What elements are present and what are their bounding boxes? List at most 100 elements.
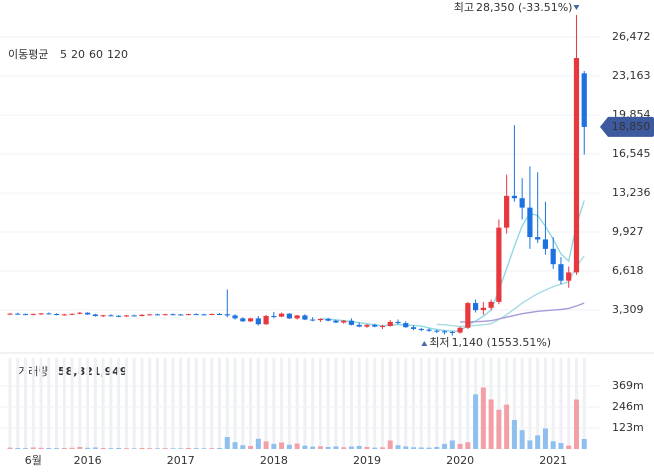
candle-body bbox=[286, 313, 292, 319]
volume-bar bbox=[240, 445, 246, 449]
volume-bar bbox=[535, 435, 541, 449]
candle-body bbox=[441, 331, 448, 333]
volume-bar bbox=[147, 448, 153, 449]
candle-body bbox=[535, 237, 541, 240]
volume-bar bbox=[38, 447, 44, 449]
x-tick-label: 6월 bbox=[25, 454, 42, 467]
candle-body bbox=[38, 313, 44, 315]
current-price-label: 18,850 bbox=[612, 120, 651, 133]
candle-body bbox=[255, 318, 261, 325]
candle-body bbox=[201, 314, 207, 316]
volume-bar bbox=[116, 447, 122, 449]
volume-bar bbox=[302, 445, 308, 449]
y-tick-label: 16,545 bbox=[612, 147, 651, 160]
volume-bar bbox=[511, 419, 517, 449]
candle-body bbox=[356, 324, 362, 327]
y-tick-label: 13,236 bbox=[612, 186, 651, 199]
candle-body bbox=[232, 315, 238, 319]
candle-body bbox=[488, 301, 494, 308]
volume-tick-label: 123m bbox=[612, 421, 644, 434]
candle-body bbox=[581, 73, 587, 127]
candle-body bbox=[410, 327, 417, 329]
volume-bar bbox=[356, 445, 362, 449]
candle-body bbox=[558, 264, 564, 281]
candle-body bbox=[310, 319, 316, 321]
candle-body bbox=[209, 314, 215, 316]
volume-bar bbox=[341, 447, 347, 449]
volume-bar bbox=[248, 445, 254, 449]
current-price-tag bbox=[600, 116, 654, 137]
candle-body bbox=[473, 303, 479, 311]
volume-bar bbox=[550, 441, 556, 449]
volume-bar bbox=[348, 446, 354, 449]
volume-bar bbox=[310, 446, 316, 449]
volume-bar bbox=[23, 448, 29, 449]
volume-bar bbox=[573, 399, 579, 449]
volume-bar bbox=[449, 440, 455, 449]
candle-body bbox=[147, 314, 153, 316]
low-annotation-label: 최저 bbox=[429, 336, 449, 349]
candle-body bbox=[395, 321, 401, 324]
candle-body bbox=[550, 248, 556, 265]
volume-bar bbox=[488, 399, 494, 449]
y-tick-label: 6,618 bbox=[612, 264, 644, 277]
candle-body bbox=[504, 195, 510, 228]
candle-body bbox=[372, 324, 378, 327]
volume-tick-label: 246m bbox=[612, 400, 644, 413]
x-tick-label: 2019 bbox=[353, 454, 381, 467]
volume-bar bbox=[325, 446, 331, 449]
candle-body bbox=[263, 316, 269, 325]
candle-body bbox=[85, 312, 91, 315]
volume-bar bbox=[480, 387, 486, 449]
low-annotation-value: 1,140 (1553.51%) bbox=[452, 336, 552, 349]
volume-bar bbox=[77, 446, 83, 449]
volume-bar bbox=[178, 448, 184, 449]
volume-bar bbox=[418, 447, 424, 449]
y-tick-label: 23,163 bbox=[612, 69, 651, 82]
candle-body bbox=[154, 314, 161, 316]
volume-bar bbox=[279, 442, 285, 449]
volume-bar bbox=[387, 440, 393, 449]
ma-legend-item: 60 bbox=[89, 48, 103, 61]
candle-body bbox=[247, 318, 254, 322]
volume-bar bbox=[85, 447, 91, 449]
candle-body bbox=[542, 239, 549, 249]
candle-body bbox=[449, 331, 455, 333]
volume-bar bbox=[504, 404, 510, 449]
candle-body bbox=[403, 323, 409, 328]
volume-bar bbox=[69, 447, 75, 449]
volume-bar bbox=[263, 441, 269, 449]
candle-body bbox=[294, 315, 300, 319]
ma-legend-title: 이동평균 bbox=[8, 48, 48, 61]
volume-bar bbox=[255, 438, 261, 449]
volume-bar bbox=[333, 446, 339, 449]
x-tick-label: 2017 bbox=[167, 454, 195, 467]
candle-body bbox=[341, 320, 347, 323]
volume-bar bbox=[426, 447, 432, 449]
candle-body bbox=[457, 327, 463, 333]
volume-bar bbox=[434, 446, 440, 449]
volume-bar bbox=[154, 448, 160, 449]
volume-bar bbox=[457, 443, 463, 449]
candle-body bbox=[92, 314, 98, 317]
volume-bar bbox=[372, 447, 378, 449]
candle-body bbox=[480, 307, 486, 311]
volume-bar bbox=[465, 442, 471, 449]
candle-body bbox=[325, 318, 331, 321]
candle-body bbox=[379, 326, 386, 328]
volume-bar bbox=[170, 448, 176, 449]
candle-body bbox=[123, 315, 129, 317]
ma-legend-item: 5 bbox=[60, 48, 67, 61]
volume-bar bbox=[411, 447, 417, 449]
candle-body bbox=[30, 313, 36, 315]
candle-body bbox=[573, 58, 580, 273]
volume-tick-label: 369m bbox=[612, 379, 644, 392]
candle-body bbox=[496, 227, 502, 302]
candle-body bbox=[77, 312, 83, 314]
candle-body bbox=[434, 330, 440, 332]
volume-bar bbox=[294, 443, 300, 449]
volume-bar bbox=[92, 447, 98, 449]
volume-bar bbox=[15, 447, 21, 449]
candle-body bbox=[131, 315, 137, 317]
